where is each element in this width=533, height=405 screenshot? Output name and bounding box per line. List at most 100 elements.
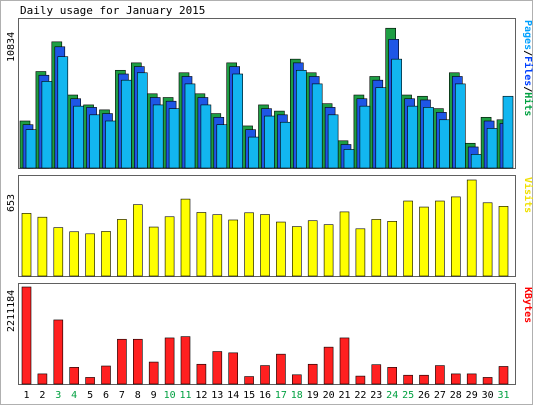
- day-label-17: 17: [275, 390, 287, 401]
- kbytes-ymax-label: 2211184: [6, 290, 17, 332]
- visits-bar-day-6: [101, 231, 111, 277]
- kbytes-panel: 2211184 KBytes: [6, 283, 533, 385]
- visits-bar-day-10: [164, 216, 175, 277]
- day-label-9: 9: [151, 390, 157, 401]
- visits-bar-day-15: [244, 212, 254, 277]
- hits-files-pages-panel: 10834 Pages/Files/Hits: [6, 18, 533, 169]
- pages-bar-day-15: [248, 136, 259, 169]
- day-label-3: 3: [55, 390, 61, 401]
- visits-bar-day-27: [435, 200, 445, 277]
- visits-bar-day-3: [53, 227, 64, 277]
- day-labels: 1 2 3 4 5 6 7 8 9 10 11 12 13 14 15 16 17 18 19 20 21 22 23 24 2…: [23, 390, 509, 401]
- pages-bar-day-2: [41, 81, 53, 169]
- pages-bar-day-5: [89, 114, 100, 169]
- day-label-28: 28: [450, 390, 462, 401]
- kbytes-bar-day-19: [307, 363, 318, 385]
- kbytes-bar-day-12: [196, 363, 207, 385]
- day-label-26: 26: [418, 390, 430, 401]
- kbytes-bar-day-22: [355, 375, 366, 385]
- visits-bar-day-30: [482, 202, 493, 277]
- kbytes-bar-day-7: [117, 338, 127, 385]
- legend-part-1: /: [522, 50, 533, 56]
- visits-bar-day-8: [133, 204, 143, 277]
- kbytes-bar-day-5: [85, 377, 95, 385]
- day-label-20: 20: [323, 390, 335, 401]
- pages-bar-day-9: [152, 104, 164, 169]
- visits-bar-day-18: [291, 226, 302, 277]
- pages-bar-day-12: [200, 104, 212, 169]
- pages-bar-day-18: [295, 69, 307, 169]
- kbytes-bar-day-28: [450, 373, 461, 385]
- kbytes-bar-day-1: [21, 286, 32, 385]
- pages-bar-day-6: [105, 120, 116, 169]
- pages-bar-day-17: [280, 121, 291, 169]
- visits-bars: [21, 179, 509, 277]
- visits-bar-day-7: [117, 219, 127, 277]
- pages-bar-day-8: [137, 72, 148, 169]
- day-label-4: 4: [71, 390, 77, 401]
- visits-bar-day-2: [37, 216, 48, 277]
- legend-part-0: KBytes: [522, 287, 533, 323]
- kbytes-bar-day-6: [101, 365, 111, 385]
- visits-bar-day-25: [403, 200, 413, 277]
- day-label-19: 19: [307, 390, 319, 401]
- kbytes-bar-day-20: [323, 346, 334, 385]
- day-label-12: 12: [195, 390, 207, 401]
- day-label-2: 2: [39, 390, 45, 401]
- day-label-30: 30: [482, 390, 494, 401]
- legend-part-2: Files: [522, 56, 533, 86]
- pages-bar-day-25: [407, 105, 418, 169]
- pages-bar-day-29: [470, 154, 482, 169]
- day-label-6: 6: [103, 390, 109, 401]
- kbytes-bar-day-3: [53, 319, 64, 385]
- day-label-29: 29: [466, 390, 478, 401]
- visits-bar-day-17: [276, 221, 286, 277]
- legend-part-3: /: [522, 86, 533, 92]
- pages-bar-day-4: [73, 105, 84, 169]
- kbytes-bar-day-18: [291, 374, 302, 385]
- day-label-14: 14: [227, 390, 239, 401]
- day-label-1: 1: [23, 390, 29, 401]
- day-label-23: 23: [370, 390, 382, 401]
- visits-bar-day-19: [307, 220, 318, 277]
- visits-bar-day-16: [260, 214, 270, 277]
- day-label-21: 21: [338, 390, 350, 401]
- pages-bar-day-31: [502, 95, 514, 169]
- pages-bar-day-1: [25, 129, 37, 169]
- visits-bar-day-31: [498, 206, 509, 277]
- pages-bar-day-20: [327, 114, 339, 169]
- visits-bar-day-28: [450, 196, 461, 277]
- visits-bar-day-21: [339, 211, 350, 277]
- day-label-15: 15: [243, 390, 255, 401]
- legend-part-0: Pages: [522, 20, 533, 50]
- pages-bar-day-28: [454, 83, 466, 169]
- pages-bar-day-13: [216, 124, 228, 169]
- visits-bar-day-23: [371, 219, 382, 277]
- kbytes-bar-day-31: [498, 366, 509, 385]
- pages-bar-day-16: [264, 115, 275, 169]
- pages-bar-day-24: [391, 58, 403, 169]
- pages-bar-day-21: [343, 149, 355, 169]
- kbytes-bar-day-21: [339, 337, 350, 385]
- day-label-31: 31: [497, 390, 509, 401]
- kbytes-bar-day-30: [482, 377, 493, 385]
- visits-bar-day-5: [85, 233, 95, 277]
- day-label-18: 18: [291, 390, 303, 401]
- pages-bar-day-22: [359, 105, 371, 169]
- day-label-16: 16: [259, 390, 271, 401]
- kbytes-bar-day-4: [69, 367, 79, 385]
- day-label-24: 24: [386, 390, 398, 401]
- legend-part-0: Visits: [522, 177, 533, 213]
- day-label-10: 10: [164, 390, 176, 401]
- kbytes-bar-day-10: [164, 337, 175, 385]
- legend-part-4: Hits: [522, 92, 533, 116]
- kbytes-bar-day-2: [37, 373, 48, 385]
- visits-bar-day-1: [21, 213, 32, 277]
- kbytes-bar-day-27: [435, 365, 445, 385]
- visits-bar-day-14: [228, 219, 238, 277]
- visits-bar-day-9: [148, 226, 159, 277]
- visits-bar-day-12: [196, 212, 207, 277]
- kbytes-bar-day-11: [180, 336, 191, 385]
- visits-bar-day-20: [323, 224, 334, 277]
